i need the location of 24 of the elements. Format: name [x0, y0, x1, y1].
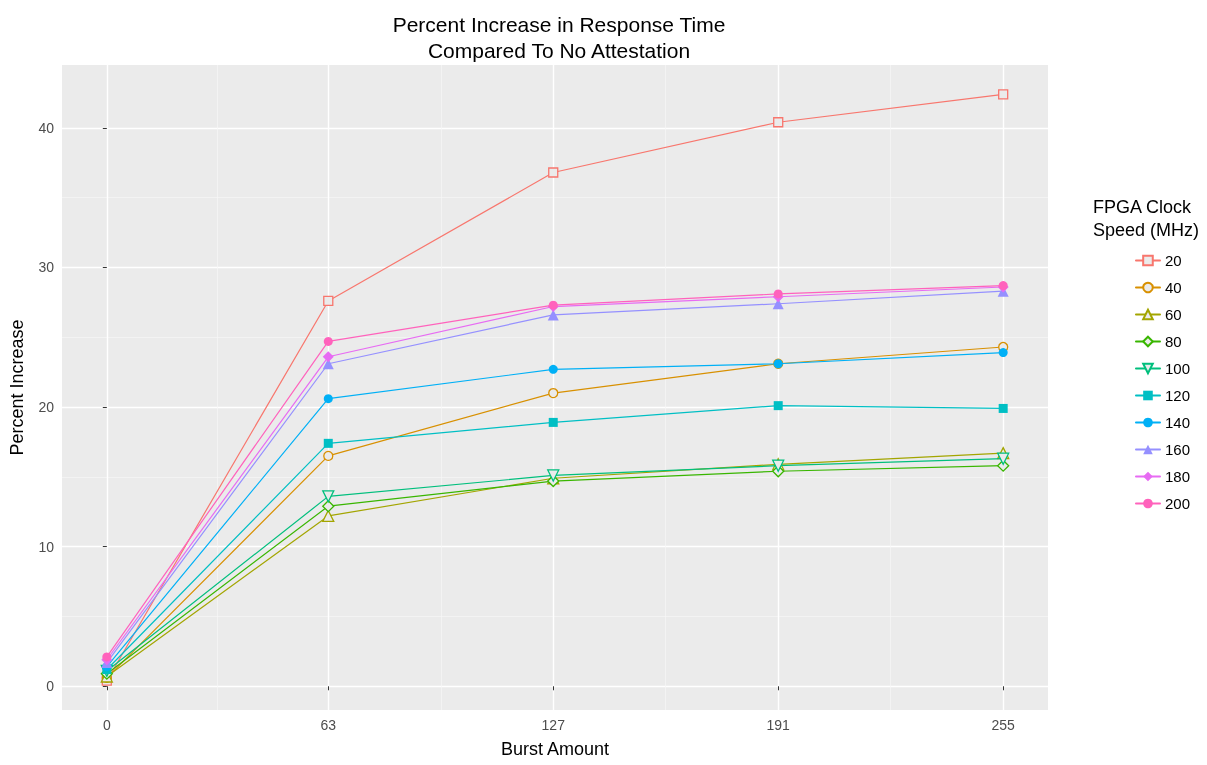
y-tick-label: 10	[38, 538, 55, 555]
y-tick-label: 0	[46, 678, 55, 695]
chart-title: Percent Increase in Response Time Compared To No Attestation	[392, 12, 726, 62]
legend-label: 160	[1164, 441, 1190, 458]
legend-label: 60	[1164, 306, 1182, 323]
y-tick-label: 20	[38, 399, 55, 416]
legend-label: 200	[1164, 495, 1190, 512]
x-tick-label: 63	[320, 717, 337, 733]
legend-label: 120	[1164, 387, 1190, 404]
legend-label: 140	[1164, 414, 1190, 431]
y-axis-title: Percent Increase	[7, 319, 27, 456]
x-tick-label: 0	[102, 717, 111, 733]
legend-label: 20	[1164, 252, 1182, 269]
x-tick-label: 191	[766, 717, 791, 733]
x-axis-title: Burst Amount	[500, 739, 610, 759]
y-tick-label: 30	[38, 259, 55, 276]
y-tick-label: 40	[38, 119, 55, 136]
legend-label: 80	[1164, 333, 1182, 350]
legend-label: 180	[1164, 468, 1190, 485]
x-tick-label: 255	[991, 717, 1016, 733]
legend-title: FPGA Clock Speed (MHz)	[1092, 196, 1199, 240]
legend-label: 40	[1164, 279, 1182, 296]
x-tick-label: 127	[541, 717, 566, 733]
legend-label: 100	[1164, 360, 1190, 377]
